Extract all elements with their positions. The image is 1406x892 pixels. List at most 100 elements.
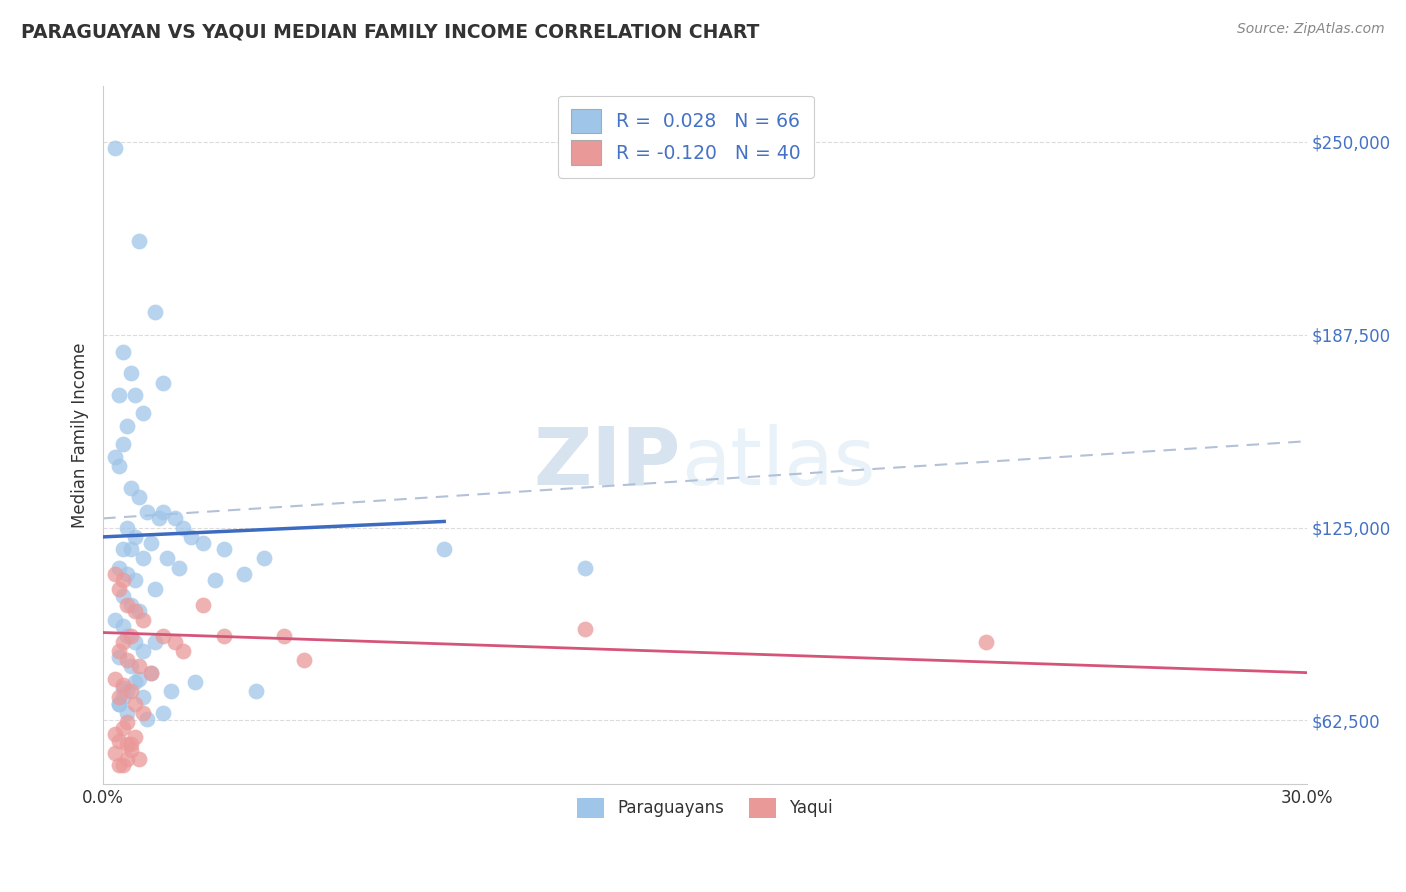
Point bbox=[245, 684, 267, 698]
Point bbox=[104, 566, 127, 581]
Point bbox=[253, 551, 276, 566]
Point bbox=[124, 530, 146, 544]
Point bbox=[112, 344, 135, 359]
Point bbox=[132, 551, 155, 566]
Point bbox=[115, 566, 138, 581]
Point bbox=[152, 629, 174, 643]
Point bbox=[132, 407, 155, 421]
Point bbox=[115, 653, 138, 667]
Point bbox=[120, 367, 142, 381]
Point bbox=[112, 758, 135, 772]
Point bbox=[112, 589, 135, 603]
Point bbox=[104, 450, 127, 464]
Point bbox=[115, 598, 138, 612]
Text: ZIP: ZIP bbox=[534, 424, 681, 502]
Point bbox=[115, 752, 138, 766]
Point bbox=[292, 653, 315, 667]
Point bbox=[115, 418, 138, 433]
Point bbox=[115, 737, 138, 751]
Point bbox=[143, 304, 166, 318]
Point bbox=[148, 511, 170, 525]
Point bbox=[115, 706, 138, 720]
Point bbox=[132, 644, 155, 658]
Point bbox=[141, 536, 163, 550]
Point bbox=[108, 644, 131, 658]
Point bbox=[108, 733, 131, 747]
Point bbox=[108, 690, 131, 705]
Legend: Paraguayans, Yaqui: Paraguayans, Yaqui bbox=[571, 791, 839, 824]
Point bbox=[120, 629, 142, 643]
Point bbox=[120, 743, 142, 757]
Point bbox=[136, 505, 159, 519]
Text: PARAGUAYAN VS YAQUI MEDIAN FAMILY INCOME CORRELATION CHART: PARAGUAYAN VS YAQUI MEDIAN FAMILY INCOME… bbox=[21, 22, 759, 41]
Point bbox=[124, 573, 146, 587]
Point bbox=[124, 731, 146, 745]
Point bbox=[120, 598, 142, 612]
Point bbox=[141, 665, 163, 680]
Point bbox=[124, 604, 146, 618]
Point bbox=[120, 481, 142, 495]
Point bbox=[128, 659, 150, 673]
Point bbox=[232, 566, 254, 581]
Point bbox=[112, 678, 135, 692]
Text: atlas: atlas bbox=[681, 424, 876, 502]
Point bbox=[112, 542, 135, 557]
Point bbox=[143, 634, 166, 648]
Point bbox=[212, 629, 235, 643]
Point bbox=[108, 582, 131, 597]
Point bbox=[124, 634, 146, 648]
Point bbox=[169, 560, 191, 574]
Point bbox=[433, 542, 456, 557]
Point bbox=[120, 737, 142, 751]
Point bbox=[108, 697, 131, 711]
Point bbox=[128, 752, 150, 766]
Point bbox=[152, 706, 174, 720]
Point bbox=[104, 141, 127, 155]
Point bbox=[180, 530, 202, 544]
Point bbox=[115, 521, 138, 535]
Point bbox=[273, 629, 295, 643]
Point bbox=[124, 388, 146, 402]
Point bbox=[108, 458, 131, 473]
Point bbox=[104, 672, 127, 686]
Point bbox=[974, 634, 997, 648]
Point bbox=[112, 634, 135, 648]
Point bbox=[112, 573, 135, 587]
Point bbox=[115, 714, 138, 729]
Point bbox=[136, 712, 159, 726]
Point bbox=[128, 234, 150, 248]
Y-axis label: Median Family Income: Median Family Income bbox=[72, 343, 89, 528]
Point bbox=[141, 665, 163, 680]
Point bbox=[132, 613, 155, 627]
Point bbox=[152, 505, 174, 519]
Point bbox=[165, 634, 187, 648]
Point bbox=[184, 674, 207, 689]
Point bbox=[112, 681, 135, 695]
Point bbox=[120, 684, 142, 698]
Point bbox=[104, 746, 127, 760]
Point bbox=[132, 706, 155, 720]
Point bbox=[112, 721, 135, 735]
Point bbox=[143, 582, 166, 597]
Point bbox=[108, 560, 131, 574]
Point bbox=[108, 388, 131, 402]
Point bbox=[128, 672, 150, 686]
Point bbox=[112, 619, 135, 633]
Point bbox=[112, 437, 135, 451]
Point bbox=[120, 542, 142, 557]
Point bbox=[115, 684, 138, 698]
Point bbox=[112, 690, 135, 705]
Point bbox=[212, 542, 235, 557]
Point bbox=[172, 521, 194, 535]
Point bbox=[124, 674, 146, 689]
Point bbox=[108, 697, 131, 711]
Point bbox=[193, 598, 215, 612]
Point bbox=[128, 490, 150, 504]
Point bbox=[108, 650, 131, 665]
Point bbox=[204, 573, 226, 587]
Point bbox=[172, 644, 194, 658]
Text: Source: ZipAtlas.com: Source: ZipAtlas.com bbox=[1237, 22, 1385, 37]
Point bbox=[115, 629, 138, 643]
Point bbox=[132, 690, 155, 705]
Point bbox=[104, 613, 127, 627]
